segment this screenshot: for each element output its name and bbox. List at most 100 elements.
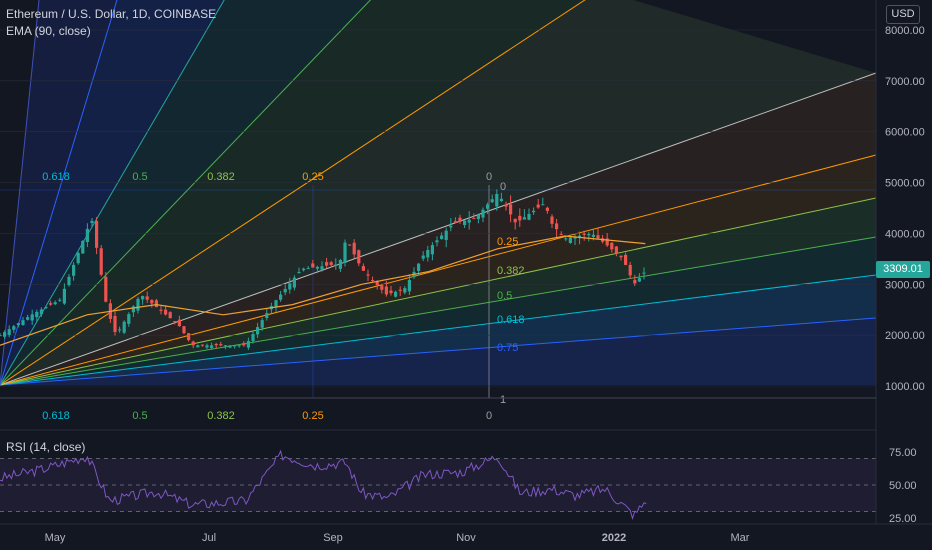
candle-body — [394, 291, 398, 297]
candle-body — [242, 343, 246, 346]
price-tick-label: 8000.00 — [885, 25, 925, 37]
candle-body — [118, 329, 122, 331]
candle-body — [564, 238, 568, 240]
candle-body — [426, 250, 430, 258]
rsi-line — [0, 449, 647, 521]
candle-body — [371, 279, 375, 281]
rsi-tick-label: 50.00 — [889, 480, 917, 492]
fan-label-right: 0.618 — [497, 314, 525, 326]
candle-body — [223, 345, 227, 347]
candle-body — [440, 235, 444, 240]
candle-body — [35, 311, 39, 318]
candle-body — [495, 193, 499, 207]
candle-body — [348, 244, 352, 246]
candle-body — [389, 290, 393, 294]
candle-body — [518, 215, 522, 221]
candle-body — [283, 288, 287, 293]
candle-body — [619, 255, 623, 258]
candle-body — [320, 266, 324, 270]
rsi-indicator-label[interactable]: RSI (14, close) — [6, 440, 86, 454]
last-price-tag: 3309.01 — [876, 261, 930, 278]
candle-body — [545, 207, 549, 211]
fan-label-right: 0 — [500, 181, 506, 193]
time-tick-label: Jul — [202, 532, 216, 544]
price-tick-label: 4000.00 — [885, 228, 925, 240]
ema-indicator-label[interactable]: EMA (90, close) — [6, 24, 91, 38]
candle-body — [642, 272, 646, 274]
candle-body — [49, 303, 53, 305]
fan-line — [0, 0, 225, 386]
candle-body — [430, 245, 434, 255]
rsi-tick-label: 75.00 — [889, 447, 917, 459]
candle-body — [366, 274, 370, 276]
candle-body — [306, 268, 310, 270]
candle-body — [228, 345, 232, 348]
candle-body — [154, 300, 158, 308]
rsi-tick-label: 25.00 — [889, 513, 917, 525]
candle-body — [292, 277, 296, 288]
fan-label-top: 0.25 — [302, 171, 323, 183]
candle-body — [104, 276, 108, 302]
candle-body — [233, 345, 237, 347]
grid-lines — [0, 29, 876, 387]
price-tick-label: 2000.00 — [885, 330, 925, 342]
fan-label-top: 0 — [486, 171, 492, 183]
candle-body — [472, 218, 476, 220]
candle-body — [582, 233, 586, 235]
candle-body — [122, 321, 126, 333]
fan-line — [0, 154, 877, 386]
price-tick-label: 7000.00 — [885, 76, 925, 88]
fan-line — [0, 317, 877, 386]
candle-body — [159, 309, 163, 311]
candle-body — [421, 255, 425, 259]
candle-body — [141, 296, 145, 300]
candle-body — [85, 228, 89, 243]
candle-body — [513, 218, 517, 223]
fib-fan-labels: 0.618 0.5 0.382 0.25 00.618 0.5 0.382 0.25 000.2… — [42, 171, 524, 422]
candle-body — [279, 294, 283, 300]
fan-zone — [0, 0, 876, 385]
candle-body — [614, 246, 618, 254]
candle-body — [177, 319, 181, 327]
candle-body — [334, 264, 338, 266]
candle-body — [219, 344, 223, 346]
fan-line — [0, 197, 877, 386]
candle-body — [145, 296, 149, 300]
candle-body — [214, 344, 218, 346]
candle-body — [205, 345, 209, 348]
candle-body — [256, 327, 260, 335]
price-tick-label: 6000.00 — [885, 127, 925, 139]
candle-body — [265, 313, 269, 318]
currency-button[interactable]: USD — [886, 5, 920, 24]
candle-body — [62, 288, 66, 304]
candle-body — [578, 235, 582, 238]
candle-body — [536, 204, 540, 208]
candle-body — [246, 341, 250, 348]
candle-body — [21, 320, 25, 326]
candle-body — [72, 264, 76, 276]
candle-body — [403, 288, 407, 293]
fan-line — [0, 72, 877, 386]
candle-body — [0, 335, 2, 337]
fan-label-bottom: 0.618 — [42, 410, 70, 422]
fan-label-right: 0.5 — [497, 290, 512, 302]
candle-body — [210, 345, 214, 349]
candle-body — [486, 204, 490, 209]
time-tick-label: Nov — [456, 532, 476, 544]
candle-body — [168, 312, 172, 319]
candle-body — [274, 300, 278, 307]
candle-body — [384, 286, 388, 295]
candle-body — [490, 199, 494, 203]
candle-body — [481, 209, 485, 218]
candle-body — [325, 262, 329, 266]
candle-body — [509, 204, 513, 215]
candlestick-series — [0, 189, 646, 350]
symbol-title: Ethereum / U.S. Dollar, 1D, COINBASE — [6, 7, 217, 21]
candle-body — [191, 341, 195, 346]
candle-body — [297, 271, 301, 273]
candle-body — [95, 220, 99, 248]
candle-body — [26, 317, 30, 320]
candle-body — [587, 233, 591, 236]
candle-body — [251, 334, 255, 342]
